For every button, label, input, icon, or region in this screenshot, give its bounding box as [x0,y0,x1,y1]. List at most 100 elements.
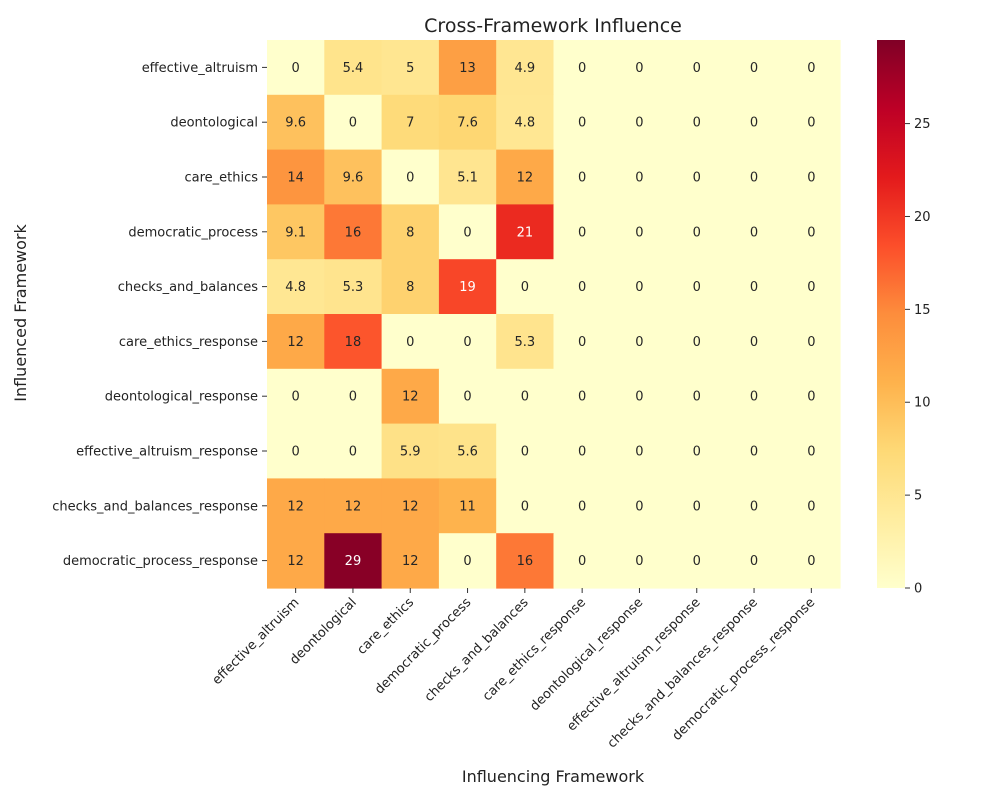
cell-annotation: 5.3 [343,280,364,295]
heatmap-cell [324,149,383,205]
heatmap-cell [267,94,325,151]
cell-annotation: 8 [406,280,414,295]
cell-annotation: 0 [693,335,701,350]
heatmap-cell [381,259,440,315]
heatmap-cell [725,259,784,315]
cell-annotation: 9.6 [343,171,364,186]
heatmap-cell [381,368,440,425]
heatmap-cell [610,259,669,315]
cell-annotation: 0 [578,225,586,240]
heatmap-cell [496,423,555,479]
cell-annotation: 0 [349,390,357,405]
heatmap-cell [438,368,497,425]
heatmap-cell [381,533,440,589]
x-tick-label: deontological_response [527,595,646,714]
heatmap-cell [267,423,325,479]
heatmap-cell [782,259,841,315]
heatmap-cell [610,204,669,260]
heatmap-cell [668,149,726,205]
cell-annotation: 7.6 [457,116,478,131]
cell-annotation: 0 [349,116,357,131]
heatmap-cell [381,40,440,96]
cell-annotation: 0 [750,499,758,514]
colorbar-tick-label: 25 [914,117,931,132]
heatmap-cell [725,314,784,370]
cell-annotation: 0 [693,61,701,76]
heatmap-cell [267,149,325,205]
heatmap-cell [668,478,726,534]
heatmap-cell [496,204,555,260]
heatmap-cell [553,314,612,370]
heatmap-cell [553,149,612,205]
colorbar-tick-label: 15 [914,303,931,318]
colorbar-tick-label: 5 [914,489,922,504]
cell-annotation: 0 [463,225,471,240]
cell-annotation: 7 [406,116,414,131]
heatmap-cell [438,259,497,315]
heatmap-cell [496,478,555,534]
cell-annotation: 0 [578,335,586,350]
x-tick-label: democratic_process [372,595,474,697]
cell-annotation: 0 [349,445,357,460]
cell-annotation: 5.4 [343,61,364,76]
cell-annotation: 12 [287,554,304,569]
x-tick-label: checks_and_balances [422,595,532,705]
cell-annotation: 12 [345,499,362,514]
cell-annotation: 0 [807,116,815,131]
heatmap-cell [267,204,325,260]
cell-annotation: 0 [635,280,643,295]
heatmap-cell [610,368,669,425]
cell-annotation: 13 [459,61,476,76]
cell-annotation: 9.6 [285,116,306,131]
cell-annotation: 0 [807,335,815,350]
cell-annotation: 0 [750,116,758,131]
cell-annotation: 0 [635,225,643,240]
cell-annotation: 8 [406,225,414,240]
colorbar-tick-label: 20 [914,210,931,225]
heatmap-cell [725,533,784,589]
heatmap-cells [267,40,841,589]
cell-annotation: 16 [345,225,362,240]
heatmap-cell [553,368,612,425]
cell-annotation: 0 [807,499,815,514]
heatmap-cell [438,533,497,589]
heatmap-cell [668,368,726,425]
cell-annotation: 0 [463,554,471,569]
heatmap-cell [553,259,612,315]
cell-annotation: 0 [750,335,758,350]
heatmap-cell [324,423,383,479]
heatmap-cell [496,149,555,205]
heatmap-cell [324,259,383,315]
cell-annotation: 0 [635,171,643,186]
heatmap-cell [267,40,325,96]
y-tick-label: checks_and_balances [118,280,258,295]
heatmap-cell [725,94,784,151]
cell-annotation: 0 [807,225,815,240]
cell-annotation: 0 [750,225,758,240]
heatmap-cell [496,368,555,425]
cell-annotation: 11 [459,499,476,514]
heatmap-cell [725,40,784,96]
heatmap-cell [553,423,612,479]
heatmap-cell [438,94,497,151]
cell-annotation: 0 [635,116,643,131]
cell-annotation: 0 [635,499,643,514]
cell-annotation: 0 [578,61,586,76]
heatmap-cell [782,149,841,205]
heatmap-cell [725,478,784,534]
cell-annotation: 0 [750,390,758,405]
cell-annotation: 29 [345,554,362,569]
heatmap-cell [782,423,841,479]
heatmap-cell [610,478,669,534]
cell-annotation: 4.8 [515,116,536,131]
cell-annotation: 12 [287,335,304,350]
heatmap-cell [324,40,383,96]
cell-annotation: 0 [693,171,701,186]
heatmap-cell [324,478,383,534]
cell-annotation: 9.1 [285,225,306,240]
heatmap-cell [438,423,497,479]
cell-annotation: 0 [635,335,643,350]
cell-annotation: 4.9 [515,61,536,76]
heatmap-cell [324,533,383,589]
